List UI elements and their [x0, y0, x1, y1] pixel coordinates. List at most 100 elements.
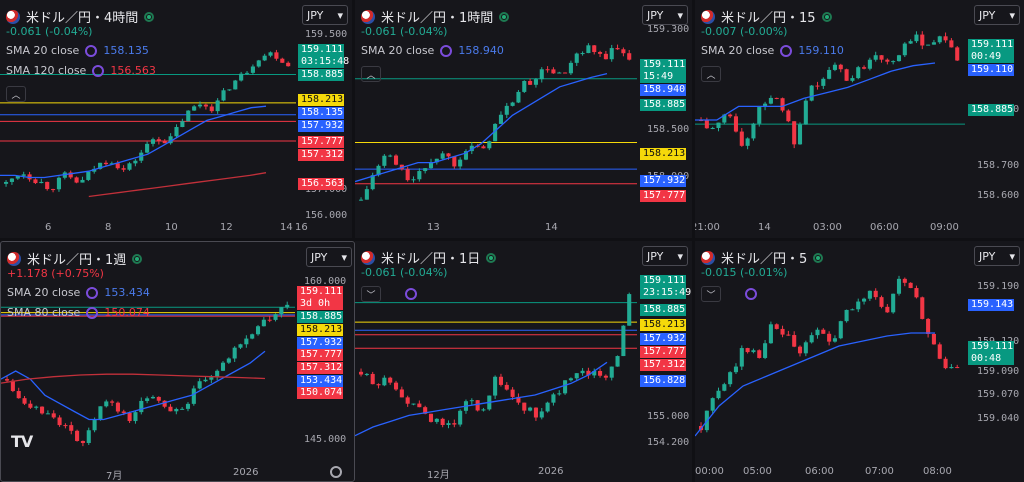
candlestick-plot[interactable] [355, 0, 692, 238]
currency-selector[interactable]: JPY ▾ [642, 246, 688, 266]
candle-body [92, 168, 97, 172]
symbol-title[interactable]: 米ドル／円・1週 [27, 253, 127, 268]
indicator-settings-icon[interactable] [745, 288, 757, 300]
candle-body [239, 73, 244, 81]
indicator-settings-icon[interactable] [405, 288, 417, 300]
chart-panel-4h[interactable]: 米ドル／円・4時間 -0.061 (-0.04%) SMA 20 close 158.… [0, 0, 352, 238]
market-open-icon [132, 253, 143, 264]
candle-body [458, 410, 463, 425]
x-axis-tick: 2026 [538, 466, 564, 477]
chart-header[interactable]: 米ドル／円・1時間 [361, 7, 510, 26]
chart-panel-1d[interactable]: 米ドル／円・1日 -0.061 (-0.04%) ﹀ JPY ▾ 155.000 154.2… [355, 241, 692, 482]
y-axis-tick: 159.090 [977, 366, 1020, 377]
candle-body [156, 139, 161, 142]
symbol-title[interactable]: 米ドル／円・1時間 [381, 11, 494, 26]
indicator-settings-icon[interactable] [86, 306, 99, 319]
price-value: 157.777 [300, 349, 343, 360]
tradingview-logo: TV [11, 432, 33, 451]
collapse-legend-button[interactable]: ﹀ [701, 286, 721, 302]
indicator-settings-icon[interactable] [85, 44, 98, 57]
indicator-label: SMA 20 close [7, 286, 81, 299]
indicator-settings-icon[interactable] [780, 44, 793, 57]
sma-line [88, 172, 267, 198]
x-axis-tick: 21:00 [695, 222, 720, 233]
indicator-legend[interactable]: SMA 20 close 159.110 [701, 44, 844, 57]
candle-body [598, 370, 603, 376]
currency-selector[interactable]: JPY ▾ [974, 246, 1020, 266]
candle-body [21, 174, 26, 176]
candle-body [504, 105, 509, 115]
indicator-settings-icon[interactable] [440, 44, 453, 57]
candle-body [774, 324, 779, 329]
collapse-legend-button[interactable]: ︿ [361, 66, 381, 82]
candle-body [533, 407, 538, 418]
currency-selector[interactable]: JPY ▾ [642, 5, 688, 25]
currency-selector[interactable]: JPY ▾ [974, 5, 1020, 25]
candle-body [174, 127, 179, 137]
candle-body [5, 379, 10, 381]
candle-body [757, 350, 762, 358]
currency-selector[interactable]: JPY ▾ [306, 247, 352, 267]
currency-selector[interactable]: JPY ▾ [302, 5, 348, 25]
indicator-legend[interactable]: SMA 80 close 150.074 [7, 306, 150, 319]
chart-panel-15m[interactable]: 米ドル／円・15 -0.007 (-0.00%) SMA 20 close 159.1… [695, 0, 1024, 238]
indicator-legend[interactable]: SMA 20 close 153.434 [7, 286, 150, 299]
symbol-title[interactable]: 米ドル／円・5 [721, 252, 808, 267]
chart-header[interactable]: 米ドル／円・1日 [361, 248, 497, 267]
indicator-settings-icon[interactable] [92, 64, 105, 77]
y-axis-tick: 160.000 [304, 276, 347, 287]
candle-body [545, 69, 550, 71]
price-value: 158.885 [301, 69, 344, 80]
x-axis-tick: 7月 [106, 471, 123, 482]
candle-body [603, 53, 608, 60]
x-axis-tick: 07:00 [865, 466, 894, 477]
candlestick-plot[interactable] [695, 0, 1024, 238]
chart-panel-5m[interactable]: 米ドル／円・5-0.015 (-0.01%)﹀JPY▾159.190159.12… [695, 241, 1024, 482]
indicator-legend[interactable]: SMA 20 close 158.135 [6, 44, 149, 57]
candle-body [139, 400, 144, 413]
chart-header[interactable]: 米ドル／円・1週 [7, 249, 143, 268]
chart-header[interactable]: 米ドル／円・5 [701, 248, 824, 267]
candle-body [57, 417, 62, 426]
candlestick-plot[interactable] [0, 0, 352, 238]
candlestick-plot[interactable] [355, 241, 692, 482]
collapse-legend-button[interactable]: ︿ [6, 86, 26, 102]
currency-label: JPY [647, 249, 664, 263]
candle-body [832, 338, 837, 342]
candle-body [244, 338, 249, 345]
gear-icon[interactable] [330, 466, 342, 478]
candle-body [209, 106, 214, 112]
chart-panel-1w[interactable]: 米ドル／円・1週 +1.178 (+0.75%) SMA 20 close 153.4… [0, 241, 355, 482]
candle-body [498, 376, 503, 385]
collapse-legend-button[interactable]: ︿ [701, 66, 721, 82]
candle-body [4, 181, 9, 184]
collapse-legend-button[interactable]: ﹀ [361, 286, 381, 302]
chart-header[interactable]: 米ドル／円・15 [701, 7, 832, 26]
candle-body [458, 159, 463, 167]
indicator-legend[interactable]: SMA 120 close 156.563 [6, 64, 156, 77]
price-tag: 158.885 [640, 99, 686, 111]
candle-body [209, 377, 214, 380]
symbol-title[interactable]: 米ドル／円・1日 [381, 252, 481, 267]
candle-body [221, 90, 226, 101]
candle-body [516, 91, 521, 103]
indicator-settings-icon[interactable] [86, 286, 99, 299]
candle-body [267, 319, 272, 321]
symbol-title[interactable]: 米ドル／円・4時間 [26, 11, 139, 26]
currency-label: JPY [979, 8, 996, 22]
candlestick-plot[interactable] [695, 241, 1024, 482]
indicator-legend[interactable]: SMA 20 close 158.940 [361, 44, 504, 57]
candle-body [51, 189, 56, 191]
countdown-value: 00:49 [971, 51, 1002, 62]
price-value: 157.932 [301, 120, 344, 131]
candle-body [728, 114, 733, 117]
chart-header[interactable]: 米ドル／円・4時間 [6, 7, 155, 26]
candle-body [359, 199, 364, 201]
candle-body [733, 116, 739, 132]
candle-body [226, 358, 231, 363]
price-tag: 159.111 23:15:49 [640, 275, 691, 299]
symbol-title[interactable]: 米ドル／円・15 [721, 11, 816, 26]
candle-body [481, 409, 486, 411]
chart-panel-1h[interactable]: 米ドル／円・1時間 -0.061 (-0.04%) SMA 20 close 158.… [355, 0, 692, 238]
candlestick-plot[interactable] [1, 242, 355, 482]
